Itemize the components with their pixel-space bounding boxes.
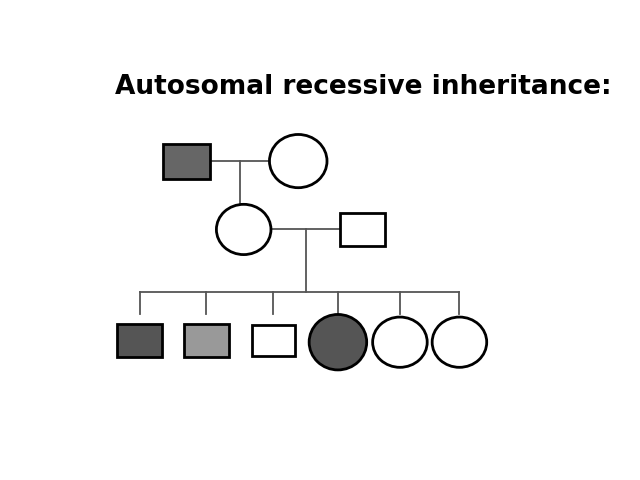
Ellipse shape — [432, 317, 487, 367]
Ellipse shape — [269, 134, 327, 188]
Bar — [117, 324, 162, 357]
Ellipse shape — [372, 317, 428, 367]
Bar — [340, 213, 385, 246]
Ellipse shape — [309, 314, 367, 370]
Bar — [252, 324, 294, 356]
Bar — [184, 324, 229, 357]
Bar — [163, 144, 210, 179]
Text: Autosomal recessive inheritance:: Autosomal recessive inheritance: — [115, 74, 611, 100]
Ellipse shape — [216, 204, 271, 254]
